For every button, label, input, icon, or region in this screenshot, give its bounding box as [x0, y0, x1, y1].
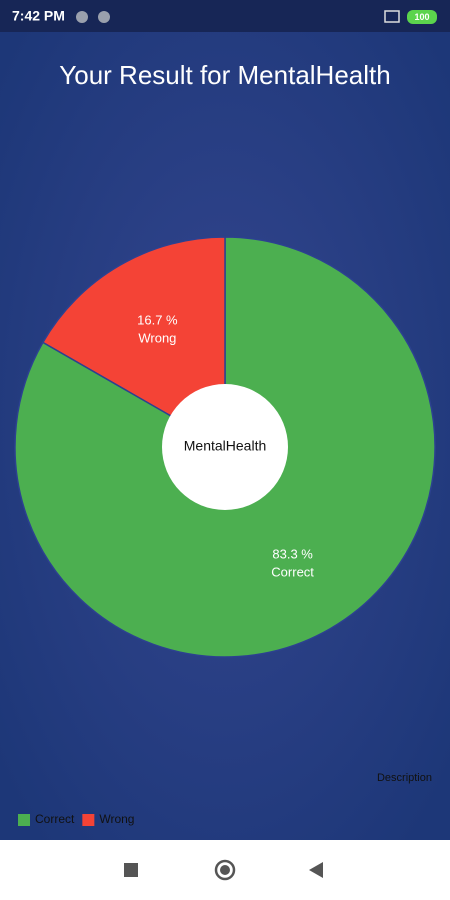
slice-value-label: 16.7 %	[137, 313, 178, 328]
description: Description	[377, 772, 432, 784]
home-button[interactable]	[214, 859, 236, 881]
legend-swatch	[18, 814, 30, 826]
status-time: 7:42 PM	[12, 8, 65, 24]
status-icon	[76, 11, 88, 23]
battery-icon	[407, 10, 437, 24]
pie-chart: 83.3 % Correct 16.7 % Wrong MentalHealth	[14, 236, 436, 658]
recents-button[interactable]	[124, 863, 138, 877]
slice-category-label: Wrong	[138, 331, 176, 346]
status-icon	[98, 11, 110, 23]
pie-hole	[162, 384, 288, 510]
legend-swatch	[82, 814, 95, 826]
slice-value-label: 83.3 %	[272, 546, 313, 561]
legend-label: Wrong	[99, 812, 134, 826]
chart-title: Your Result for MentalHealth	[59, 60, 390, 90]
legend-label: Correct	[35, 812, 75, 826]
battery-level: 100	[414, 12, 429, 22]
home-button-dot	[220, 865, 230, 875]
center-text: MentalHealth	[184, 438, 267, 454]
sim-icon	[384, 10, 400, 23]
slice-category-label: Correct	[271, 564, 314, 579]
back-button[interactable]	[309, 862, 323, 878]
status-bar	[0, 0, 450, 32]
legend: Correct Wrong	[18, 812, 134, 826]
pie-slice	[41, 236, 226, 449]
